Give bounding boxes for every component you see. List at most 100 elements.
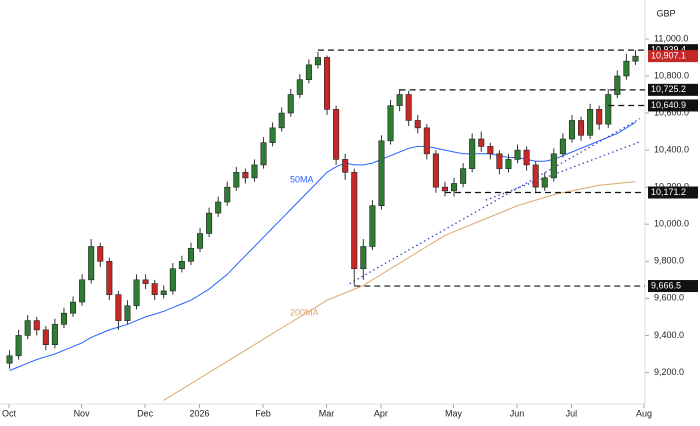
candle-body: [160, 290, 167, 295]
x-tick-label: Oct: [2, 408, 17, 418]
candle-body: [333, 109, 340, 160]
candle-body: [496, 153, 503, 169]
candle-body: [15, 335, 22, 357]
candle-body: [541, 177, 548, 188]
candle-body: [532, 164, 539, 188]
x-tick-label: May: [445, 408, 463, 418]
level-label: 10,640.9: [651, 100, 686, 110]
candle-body: [623, 60, 630, 77]
candle-body: [451, 183, 458, 192]
candle-body: [70, 301, 77, 314]
candle-body: [242, 172, 249, 179]
candle-body: [559, 138, 566, 155]
y-tick-label: 10,800.0: [654, 70, 689, 80]
last-price-box: [648, 50, 698, 63]
level-label-box: [648, 99, 698, 112]
candle-body: [42, 329, 49, 345]
candle-body: [178, 261, 185, 270]
candle-body: [278, 112, 285, 129]
candle-body: [469, 138, 476, 169]
level-label: 9,666.5: [651, 280, 681, 290]
level-label: 10,939.4: [651, 45, 686, 55]
candle-body: [314, 57, 321, 66]
moving-average-label: 200MA: [290, 307, 319, 317]
x-tick-label: Mar: [319, 408, 335, 418]
candle-body: [414, 120, 421, 129]
candle-body: [60, 312, 67, 325]
level-label: 10,725.2: [651, 84, 686, 94]
candle-body: [605, 94, 612, 125]
x-tick-label: Jun: [510, 408, 525, 418]
candle-body: [287, 94, 294, 114]
candle-body: [441, 186, 448, 192]
candle-body: [296, 79, 303, 95]
candle-body: [587, 109, 594, 136]
level-label-box: [648, 83, 698, 96]
level-label-box: [648, 280, 698, 293]
x-tick-label: 2026: [189, 408, 209, 418]
candle-body: [88, 246, 95, 281]
x-tick-label: Aug: [636, 408, 652, 418]
x-tick-label: Apr: [374, 408, 388, 418]
candle-body: [423, 127, 430, 155]
y-tick-label: 9,200.0: [654, 367, 684, 377]
y-tick-label: 9,400.0: [654, 330, 684, 340]
candle-body: [387, 105, 394, 142]
candle-body: [115, 294, 122, 321]
currency-label: GBP: [656, 8, 675, 18]
candle-body: [305, 64, 312, 80]
candle-body: [568, 120, 575, 140]
trendline: [485, 141, 641, 201]
y-tick-label: 11,000.0: [654, 33, 688, 43]
candle-body: [478, 138, 485, 147]
candle-body: [360, 246, 367, 270]
candle-body: [405, 94, 412, 121]
candle-body: [632, 55, 639, 62]
candle-body: [206, 212, 213, 234]
candle-body: [6, 355, 13, 364]
candle-body: [151, 283, 158, 295]
y-tick-label: 10,600.0: [654, 107, 689, 117]
candle-body: [233, 172, 240, 188]
x-tick-label: Jul: [566, 408, 578, 418]
candle-body: [550, 153, 557, 179]
candle-body: [133, 279, 140, 307]
candle-body: [378, 140, 385, 207]
y-tick-label: 10,400.0: [654, 144, 689, 154]
level-label-box: [648, 186, 698, 199]
candle-body: [342, 159, 349, 173]
candle-body: [523, 149, 530, 166]
candle-body: [269, 127, 276, 143]
moving-average-line: [163, 181, 636, 401]
x-tick-label: Feb: [255, 408, 271, 418]
candle-body: [578, 120, 585, 136]
x-tick-label: Dec: [137, 408, 154, 418]
candle-body: [514, 149, 521, 160]
moving-average-label: 50MA: [290, 174, 314, 184]
candle-body: [24, 320, 31, 336]
trendline: [349, 118, 641, 285]
level-label: 10,171.2: [651, 187, 686, 197]
candle-body: [51, 324, 58, 345]
candle-body: [369, 205, 376, 247]
y-tick-label: 9,800.0: [654, 256, 684, 266]
candle-body: [260, 142, 267, 166]
candle-body: [79, 279, 86, 303]
candle-body: [505, 159, 512, 169]
candle-body: [614, 75, 621, 95]
candle-body: [224, 186, 231, 203]
moving-average-line: [9, 121, 636, 372]
candle-body: [432, 153, 439, 188]
last-price-label: 10,907.1: [651, 51, 686, 61]
candle-body: [187, 248, 194, 262]
candle-body: [215, 201, 222, 214]
candle-body: [33, 320, 40, 331]
candle-body: [106, 261, 113, 295]
candle-body: [124, 305, 131, 321]
y-tick-label: 9,600.0: [654, 293, 684, 303]
candle-body: [142, 279, 149, 284]
candle-body: [351, 172, 358, 270]
y-tick-label: 10,000.0: [654, 219, 689, 229]
candle-body: [396, 94, 403, 106]
